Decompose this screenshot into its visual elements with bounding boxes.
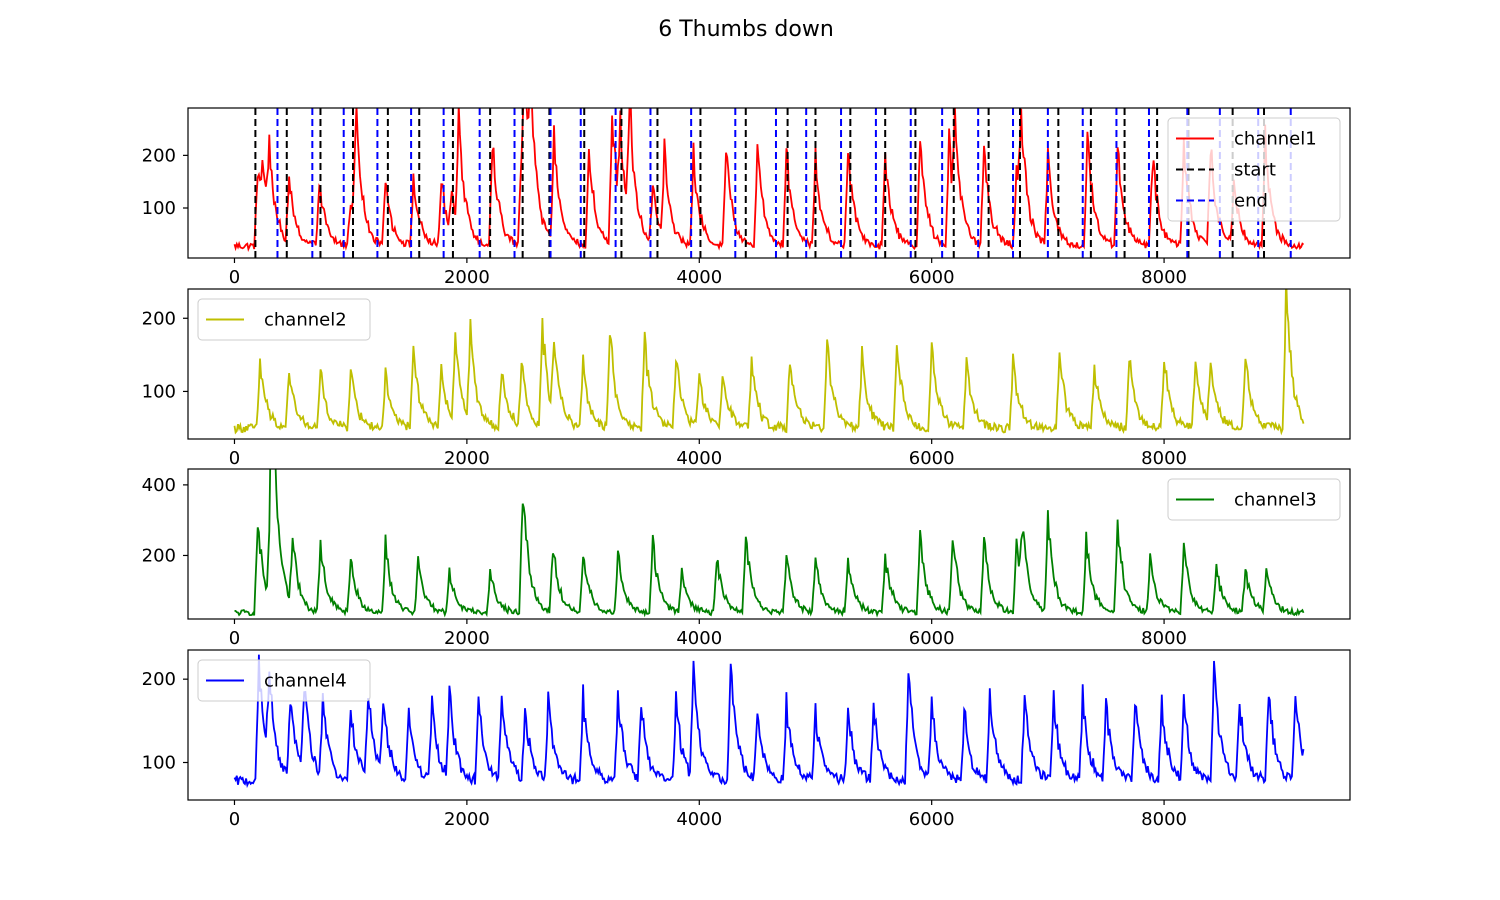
x-tick-label: 0: [229, 448, 240, 469]
y-tick-label: 100: [142, 753, 176, 774]
legend-label-channel1: channel1: [1234, 129, 1317, 150]
y-tick-label: 100: [142, 381, 176, 402]
x-tick-label: 6000: [909, 267, 955, 288]
legend-box: [1167, 478, 1341, 521]
channel4-series-line: [233, 654, 1305, 789]
x-tick-label: 6000: [909, 809, 955, 830]
x-tick-label: 4000: [676, 809, 722, 830]
legend-box: [197, 298, 371, 341]
legend-label-channel3: channel3: [1234, 490, 1317, 511]
x-tick-label: 2000: [444, 628, 490, 649]
axes-frame: [187, 468, 1351, 620]
subplot-1: 0 2000 4000 6000 8000 100 200 channel1 start end: [142, 107, 1351, 288]
legend-box: [1167, 117, 1341, 222]
x-tick-label: 0: [229, 809, 240, 830]
axes-frame: [187, 649, 1351, 801]
legend-label-start: start: [1234, 160, 1276, 181]
axes-frame: [187, 288, 1351, 440]
figure-title: 6 Thumbs down: [658, 17, 834, 42]
axes-frame: [187, 107, 1351, 259]
x-tick-label: 8000: [1141, 267, 1187, 288]
x-tick-label: 4000: [676, 267, 722, 288]
y-tick-label: 100: [142, 198, 176, 219]
x-tick-label: 2000: [444, 809, 490, 830]
legend-label-channel2: channel2: [264, 310, 347, 331]
subplot-3: 0 2000 4000 6000 8000 200 400 channel3: [142, 468, 1351, 649]
legend: channel1 start end: [1167, 117, 1341, 222]
subplot-2: 0 2000 4000 6000 8000 100 200 channel2: [142, 288, 1351, 469]
plot-area: [233, 289, 1305, 436]
x-tick-label: 8000: [1141, 448, 1187, 469]
legend: channel2: [197, 298, 371, 341]
y-tick-label: 200: [142, 545, 176, 566]
channel3-series-line: [234, 469, 1305, 618]
y-tick-label: 200: [142, 145, 176, 166]
channel2-series-line: [233, 289, 1305, 436]
plot-area: [234, 469, 1305, 618]
legend: channel3: [1167, 478, 1341, 521]
subplots: 0 2000 4000 6000 8000100200channel1startend0…: [142, 107, 1351, 830]
x-tick-label: 8000: [1141, 628, 1187, 649]
x-tick-label: 2000: [444, 267, 490, 288]
channel1-series-line: [233, 108, 1305, 253]
y-tick-label: 200: [142, 669, 176, 690]
x-tick-label: 6000: [909, 628, 955, 649]
y-tick-label: 200: [142, 308, 176, 329]
legend-box: [197, 659, 371, 702]
x-tick-label: 6000: [909, 448, 955, 469]
x-tick-label: 0: [229, 267, 240, 288]
x-tick-label: 4000: [676, 448, 722, 469]
y-tick-label: 400: [142, 475, 176, 496]
x-tick-label: 0: [229, 628, 240, 649]
legend-label-end: end: [1234, 191, 1268, 212]
legend-label-channel4: channel4: [264, 671, 347, 692]
x-tick-label: 2000: [444, 448, 490, 469]
legend: channel4: [197, 659, 371, 702]
plot-area: [233, 654, 1305, 789]
plot-area: [233, 108, 1305, 258]
subplot-4: 0 2000 4000 6000 8000 100 200 channel4: [142, 649, 1351, 830]
x-tick-label: 4000: [676, 628, 722, 649]
x-tick-label: 8000: [1141, 809, 1187, 830]
